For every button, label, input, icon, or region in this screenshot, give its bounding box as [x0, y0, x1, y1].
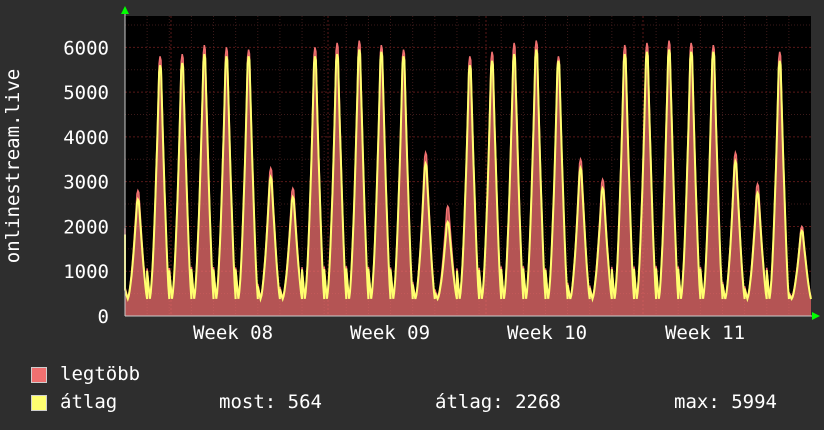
series-avg-line	[124, 49, 812, 303]
stat-maximum-value: 5994	[731, 391, 777, 413]
x-tick-label: Week 09	[350, 322, 430, 344]
stat-average: átlag: 2268	[435, 389, 561, 415]
legend-swatch-max	[31, 367, 47, 383]
y-axis-arrow	[121, 6, 129, 14]
stat-maximum: max: 5994	[674, 389, 777, 415]
y-tick-label: 4000	[63, 127, 109, 149]
stat-average-value: 2268	[515, 391, 561, 413]
y-axis-title: onlinestream.live	[2, 69, 24, 263]
stat-maximum-label: max:	[674, 391, 720, 413]
x-tick-label: Week 10	[507, 322, 587, 344]
legend-label-avg: átlag	[60, 391, 118, 413]
stat-current-value: 564	[287, 391, 322, 413]
x-tick-label: Week 11	[665, 322, 745, 344]
y-tick-label: 2000	[63, 216, 109, 238]
y-tick-label: 1000	[63, 261, 109, 283]
y-tick-label: 3000	[63, 172, 109, 194]
chart-canvas: 0 1000 2000 3000 4000 5000 6000 Week 08 Week 09 W…	[2, 6, 820, 344]
y-tick-label: 5000	[63, 82, 109, 104]
legend-label-max: legtöbb	[60, 363, 141, 385]
y-tick-label: 6000	[63, 37, 109, 59]
x-axis-arrow	[812, 312, 820, 320]
stat-average-label: átlag:	[435, 391, 504, 413]
stat-current: most: 564	[219, 389, 322, 415]
stat-current-label: most:	[219, 391, 277, 413]
y-tick-label: 0	[98, 306, 109, 328]
x-tick-label: Week 08	[193, 322, 273, 344]
legend-swatch-avg	[31, 395, 47, 411]
